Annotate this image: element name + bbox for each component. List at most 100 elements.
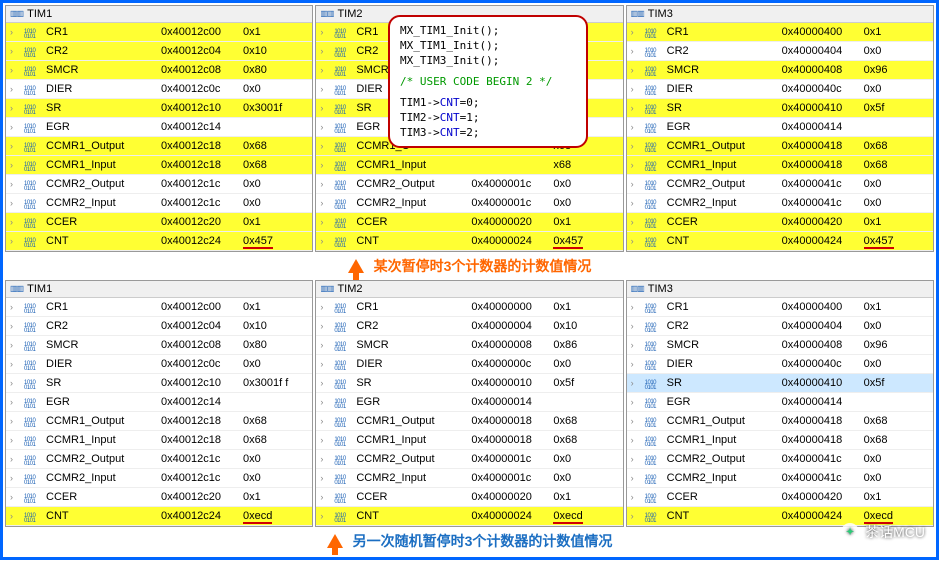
- register-row[interactable]: ›10100101CR20x400000040x10: [316, 317, 622, 336]
- expand-icon[interactable]: ›: [316, 23, 330, 42]
- expand-icon[interactable]: ›: [316, 175, 330, 194]
- expand-icon[interactable]: ›: [6, 194, 20, 213]
- register-row[interactable]: ›10100101CR10x400000000x1: [316, 298, 622, 317]
- expand-icon[interactable]: ›: [316, 317, 330, 336]
- expand-icon[interactable]: ›: [627, 393, 641, 412]
- expand-icon[interactable]: ›: [316, 137, 330, 156]
- expand-icon[interactable]: ›: [627, 42, 641, 61]
- expand-icon[interactable]: ›: [316, 431, 330, 450]
- expand-icon[interactable]: ›: [627, 431, 641, 450]
- expand-icon[interactable]: ›: [627, 412, 641, 431]
- register-row[interactable]: ›10100101CCMR2_Input0x4000001c0x0: [316, 194, 622, 213]
- expand-icon[interactable]: ›: [627, 118, 641, 137]
- register-row[interactable]: ›10100101CCMR1_Output0x400004180x68: [627, 412, 933, 431]
- register-row[interactable]: ›10100101CCMR2_Output0x4000001c0x0: [316, 450, 622, 469]
- expand-icon[interactable]: ›: [6, 412, 20, 431]
- register-row[interactable]: ›10100101EGR0x40000014: [316, 393, 622, 412]
- register-row[interactable]: ›10100101SMCR0x400004080x96: [627, 336, 933, 355]
- register-row[interactable]: ›10100101DIER0x40012c0c0x0: [6, 355, 312, 374]
- register-row[interactable]: ›10100101DIER0x4000040c0x0: [627, 80, 933, 99]
- register-row[interactable]: ›10100101CCMR1_Output0x40012c180x68: [6, 137, 312, 156]
- expand-icon[interactable]: ›: [6, 431, 20, 450]
- expand-icon[interactable]: ›: [627, 232, 641, 251]
- expand-icon[interactable]: ›: [6, 488, 20, 507]
- expand-icon[interactable]: ›: [316, 194, 330, 213]
- register-row[interactable]: ›10100101CNT0x40012c240x457: [6, 232, 312, 251]
- register-row[interactable]: ›10100101CCMR1_Output0x400004180x68: [627, 137, 933, 156]
- register-row[interactable]: ›10100101CNT0x400000240xecd: [316, 507, 622, 526]
- register-row[interactable]: ›10100101CCMR1_Input0x40012c180x68: [6, 431, 312, 450]
- expand-icon[interactable]: ›: [627, 156, 641, 175]
- register-row[interactable]: ›10100101SMCR0x400000080x86: [316, 336, 622, 355]
- register-row[interactable]: ›10100101CCMR2_Input0x4000041c0x0: [627, 469, 933, 488]
- register-row[interactable]: ›10100101EGR0x40000414: [627, 393, 933, 412]
- expand-icon[interactable]: ›: [316, 336, 330, 355]
- expand-icon[interactable]: ›: [316, 355, 330, 374]
- register-row[interactable]: ›10100101CR10x40012c000x1: [6, 23, 312, 42]
- register-row[interactable]: ›10100101DIER0x4000000c0x0: [316, 355, 622, 374]
- expand-icon[interactable]: ›: [6, 355, 20, 374]
- expand-icon[interactable]: ›: [316, 450, 330, 469]
- expand-icon[interactable]: ›: [316, 42, 330, 61]
- register-row[interactable]: ›10100101CR10x400004000x1: [627, 23, 933, 42]
- register-row[interactable]: ›10100101CNT0x40012c240xecd: [6, 507, 312, 526]
- expand-icon[interactable]: ›: [627, 61, 641, 80]
- register-row[interactable]: ›10100101CCER0x400004200x1: [627, 488, 933, 507]
- expand-icon[interactable]: ›: [627, 23, 641, 42]
- register-row[interactable]: ›10100101CCMR1_Inputx68: [316, 156, 622, 175]
- expand-icon[interactable]: ›: [6, 175, 20, 194]
- register-row[interactable]: ›10100101SMCR0x40012c080x80: [6, 61, 312, 80]
- register-row[interactable]: ›10100101CCMR2_Input0x40012c1c0x0: [6, 194, 312, 213]
- register-row[interactable]: ›10100101CCMR1_Input0x400004180x68: [627, 156, 933, 175]
- expand-icon[interactable]: ›: [627, 80, 641, 99]
- register-row[interactable]: ›10100101CCMR2_Output0x4000041c0x0: [627, 450, 933, 469]
- register-row[interactable]: ›10100101SMCR0x400004080x96: [627, 61, 933, 80]
- register-row[interactable]: ›10100101EGR0x40012c14: [6, 118, 312, 137]
- expand-icon[interactable]: ›: [6, 137, 20, 156]
- expand-icon[interactable]: ›: [316, 118, 330, 137]
- panel-header[interactable]: ▥▥TIM3: [627, 6, 933, 23]
- expand-icon[interactable]: ›: [316, 393, 330, 412]
- register-row[interactable]: ›10100101CCMR1_Output0x400000180x68: [316, 412, 622, 431]
- register-row[interactable]: ›10100101SMCR0x40012c080x80: [6, 336, 312, 355]
- register-row[interactable]: ›10100101DIER0x40012c0c0x0: [6, 80, 312, 99]
- panel-header[interactable]: ▥▥TIM3: [627, 281, 933, 298]
- expand-icon[interactable]: ›: [6, 118, 20, 137]
- register-row[interactable]: ›10100101CCMR2_Output0x40012c1c0x0: [6, 175, 312, 194]
- register-row[interactable]: ›10100101CCMR1_Input0x40012c180x68: [6, 156, 312, 175]
- expand-icon[interactable]: ›: [316, 469, 330, 488]
- expand-icon[interactable]: ›: [6, 374, 20, 393]
- expand-icon[interactable]: ›: [6, 42, 20, 61]
- expand-icon[interactable]: ›: [316, 232, 330, 251]
- panel-header[interactable]: ▥▥TIM1: [6, 6, 312, 23]
- expand-icon[interactable]: ›: [316, 374, 330, 393]
- expand-icon[interactable]: ›: [627, 137, 641, 156]
- expand-icon[interactable]: ›: [627, 317, 641, 336]
- expand-icon[interactable]: ›: [6, 61, 20, 80]
- expand-icon[interactable]: ›: [6, 450, 20, 469]
- register-row[interactable]: ›10100101CCMR1_Input0x400000180x68: [316, 431, 622, 450]
- register-row[interactable]: ›10100101CCER0x400004200x1: [627, 213, 933, 232]
- expand-icon[interactable]: ›: [6, 393, 20, 412]
- register-row[interactable]: ›10100101CCMR2_Output0x4000001c0x0: [316, 175, 622, 194]
- register-row[interactable]: ›10100101SR0x400004100x5f: [627, 99, 933, 118]
- expand-icon[interactable]: ›: [627, 450, 641, 469]
- register-row[interactable]: ›10100101CR20x400004040x0: [627, 317, 933, 336]
- expand-icon[interactable]: ›: [6, 507, 20, 526]
- register-row[interactable]: ›10100101CR20x40012c040x10: [6, 42, 312, 61]
- register-row[interactable]: ›10100101CCER0x40012c200x1: [6, 213, 312, 232]
- register-row[interactable]: ›10100101CCMR2_Input0x4000001c0x0: [316, 469, 622, 488]
- expand-icon[interactable]: ›: [316, 412, 330, 431]
- expand-icon[interactable]: ›: [627, 194, 641, 213]
- register-row[interactable]: ›10100101CNT0x400004240x457: [627, 232, 933, 251]
- register-row[interactable]: ›10100101CCMR2_Output0x40012c1c0x0: [6, 450, 312, 469]
- expand-icon[interactable]: ›: [316, 507, 330, 526]
- register-row[interactable]: ›10100101CCMR2_Output0x4000041c0x0: [627, 175, 933, 194]
- expand-icon[interactable]: ›: [316, 80, 330, 99]
- expand-icon[interactable]: ›: [627, 355, 641, 374]
- expand-icon[interactable]: ›: [6, 156, 20, 175]
- register-row[interactable]: ›10100101EGR0x40012c14: [6, 393, 312, 412]
- register-row[interactable]: ›10100101CCER0x400000200x1: [316, 213, 622, 232]
- expand-icon[interactable]: ›: [6, 213, 20, 232]
- expand-icon[interactable]: ›: [627, 99, 641, 118]
